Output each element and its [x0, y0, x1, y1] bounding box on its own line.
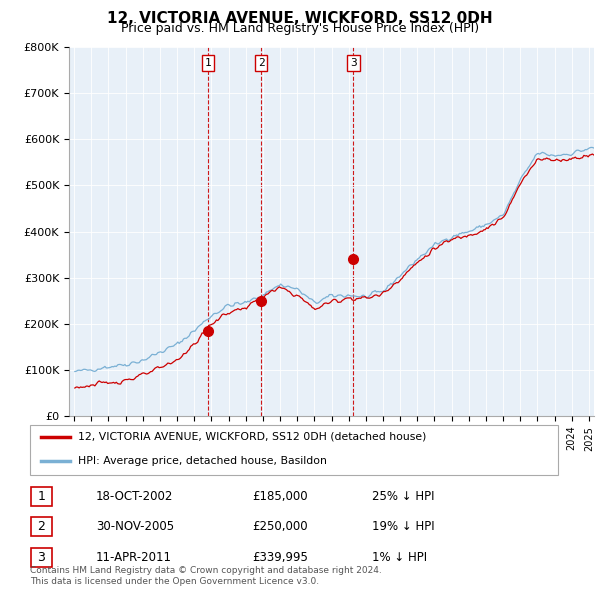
- Text: 2: 2: [258, 58, 265, 68]
- Text: £185,000: £185,000: [252, 490, 308, 503]
- Text: Price paid vs. HM Land Registry's House Price Index (HPI): Price paid vs. HM Land Registry's House …: [121, 22, 479, 35]
- Text: 1: 1: [37, 490, 46, 503]
- Text: HPI: Average price, detached house, Basildon: HPI: Average price, detached house, Basi…: [77, 456, 326, 466]
- Text: 30-NOV-2005: 30-NOV-2005: [96, 520, 174, 533]
- Text: 18-OCT-2002: 18-OCT-2002: [96, 490, 173, 503]
- Text: 2: 2: [37, 520, 46, 533]
- Text: 1: 1: [205, 58, 211, 68]
- Text: This data is licensed under the Open Government Licence v3.0.: This data is licensed under the Open Gov…: [30, 577, 319, 586]
- Text: 12, VICTORIA AVENUE, WICKFORD, SS12 0DH (detached house): 12, VICTORIA AVENUE, WICKFORD, SS12 0DH …: [77, 432, 426, 442]
- Text: 3: 3: [37, 551, 46, 564]
- Text: 1% ↓ HPI: 1% ↓ HPI: [372, 551, 427, 564]
- Text: £339,995: £339,995: [252, 551, 308, 564]
- Text: £250,000: £250,000: [252, 520, 308, 533]
- Text: 11-APR-2011: 11-APR-2011: [96, 551, 172, 564]
- Text: 25% ↓ HPI: 25% ↓ HPI: [372, 490, 434, 503]
- Text: 19% ↓ HPI: 19% ↓ HPI: [372, 520, 434, 533]
- Text: 12, VICTORIA AVENUE, WICKFORD, SS12 0DH: 12, VICTORIA AVENUE, WICKFORD, SS12 0DH: [107, 11, 493, 25]
- Text: Contains HM Land Registry data © Crown copyright and database right 2024.: Contains HM Land Registry data © Crown c…: [30, 566, 382, 575]
- Text: 3: 3: [350, 58, 357, 68]
